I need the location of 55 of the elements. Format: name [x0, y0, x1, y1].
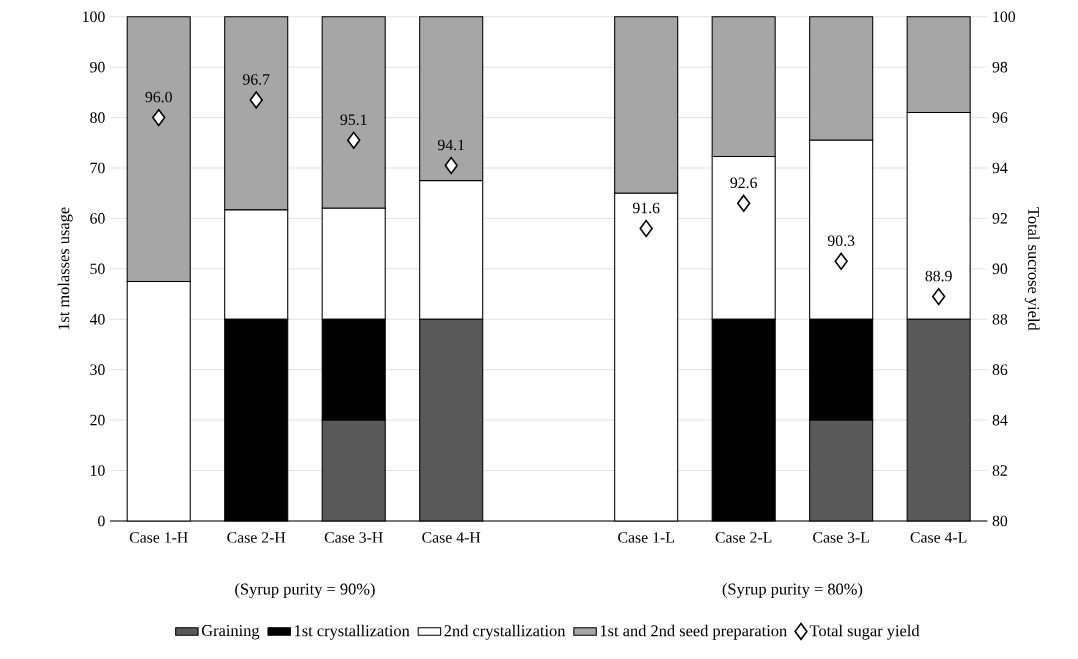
- x-tick-label: Case 2-H: [227, 532, 286, 543]
- legend-label: Graining: [201, 625, 260, 640]
- point: [152, 109, 166, 127]
- y2-tick-label: 94: [992, 162, 1008, 174]
- x-tick-label: Case 4-H: [422, 532, 481, 543]
- y2-tick-label: 96: [992, 112, 1008, 123]
- legend-label: 1st crystallization: [295, 624, 410, 640]
- y2-tick-label: 100: [993, 11, 1016, 23]
- legend-label: Total sugar yield: [809, 624, 920, 640]
- y-tick-label: 10: [90, 465, 105, 476]
- y2-tick-label: 80: [992, 515, 1008, 527]
- y-tick-label: 80: [90, 112, 105, 123]
- point: [834, 252, 848, 271]
- y2-tick-label: 82: [992, 465, 1007, 476]
- y2-tick-label: 98: [992, 61, 1008, 73]
- legend-label: 2nd crystallization: [444, 624, 566, 640]
- point: [639, 219, 653, 238]
- data-label: 94.1: [437, 139, 465, 151]
- text: (Syrup purity = 90%): [235, 583, 375, 599]
- y2-tick-label: 88: [992, 314, 1008, 325]
- x-tick-label: Case 1-L: [618, 532, 674, 543]
- y2-tick-label: 90: [992, 263, 1008, 275]
- point: [444, 156, 458, 175]
- data-label: 96.7: [242, 74, 270, 85]
- data-label: 95.1: [340, 114, 367, 126]
- x-tick-label: Case 3-L: [813, 532, 869, 543]
- y-tick-label: 50: [90, 263, 105, 275]
- y-tick-label: 60: [90, 213, 105, 224]
- data-label: 92.6: [730, 177, 757, 189]
- y-tick-label: 20: [90, 414, 105, 426]
- y2-tick-label: 92: [992, 213, 1007, 224]
- y-tick-label: 0: [98, 515, 105, 527]
- x-tick-label: Case 4-L: [910, 532, 967, 543]
- x-tick-label: Case 2-L: [715, 532, 772, 543]
- x-tick-label: Case 3-H: [324, 532, 383, 543]
- point: [249, 91, 263, 109]
- data-label: 91.6: [632, 202, 660, 214]
- y-tick-label: 100: [83, 11, 105, 23]
- point: [931, 288, 946, 306]
- y-tick-label: 40: [89, 314, 105, 325]
- y-tick-label: 70: [90, 162, 105, 174]
- data-label: 96.0: [145, 91, 172, 103]
- legend-label: 1st and 2nd seed preparation: [600, 624, 787, 640]
- y2-tick-label: 84: [992, 414, 1008, 426]
- point: [736, 194, 751, 213]
- x-tick-label: Case 1-H: [129, 532, 188, 543]
- text: (Syrup purity = 80%): [722, 583, 863, 599]
- y-axis-title: 1st molasses usage: [57, 207, 73, 330]
- y-tick-label: 30: [90, 364, 105, 376]
- y-tick-label: 90: [90, 61, 105, 73]
- y2-axis-title: Total sucrose yield: [1024, 207, 1040, 331]
- data-label: 88.9: [925, 270, 952, 282]
- y2-tick-label: 86: [992, 364, 1008, 376]
- point: [347, 131, 361, 150]
- data-label: 90.3: [827, 235, 855, 247]
